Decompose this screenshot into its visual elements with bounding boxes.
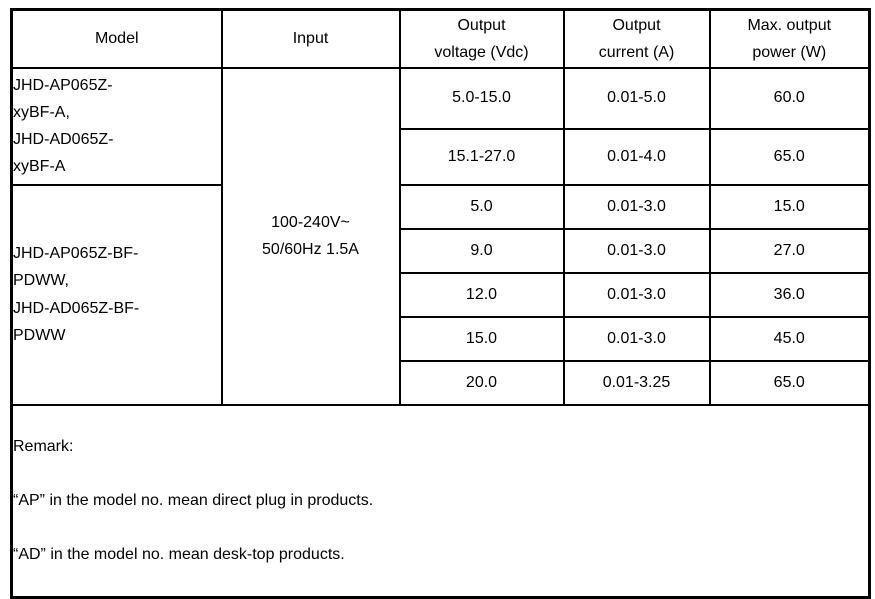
max-power-cell: 65.0	[708, 359, 871, 406]
output-voltage-cell: 15.0	[398, 315, 565, 362]
model-group-2-cell: JHD-AP065Z-BF- PDWW, JHD-AD065Z-BF- PDWW	[10, 183, 223, 406]
output-voltage-cell: 15.1-27.0	[398, 127, 565, 186]
output-current-cell: 0.01-5.0	[562, 66, 711, 130]
remark-section: Remark: “AP” in the model no. mean direc…	[10, 403, 871, 599]
max-power-cell: 36.0	[708, 271, 871, 318]
col-header-input: Input	[220, 8, 401, 69]
max-power-cell: 60.0	[708, 66, 871, 130]
max-power-cell: 27.0	[708, 227, 871, 274]
output-voltage-cell: 5.0	[398, 183, 565, 230]
max-power-cell: 65.0	[708, 127, 871, 186]
output-current-cell: 0.01-3.0	[562, 183, 711, 230]
output-current-cell: 0.01-3.25	[562, 359, 711, 406]
output-current-cell: 0.01-3.0	[562, 315, 711, 362]
remark-row: Remark: “AP” in the model no. mean direc…	[10, 403, 871, 599]
max-power-cell: 45.0	[708, 315, 871, 362]
col-header-output-voltage: Output voltage (Vdc)	[398, 8, 565, 69]
header-row: Model Input Output voltage (Vdc) Output …	[10, 8, 871, 69]
output-current-cell: 0.01-4.0	[562, 127, 711, 186]
output-voltage-cell: 20.0	[398, 359, 565, 406]
input-spec-cell: 100-240V~ 50/60Hz 1.5A	[220, 66, 401, 406]
output-voltage-cell: 5.0-15.0	[398, 66, 565, 130]
power-spec-table: Model Input Output voltage (Vdc) Output …	[10, 8, 871, 599]
output-voltage-cell: 9.0	[398, 227, 565, 274]
table-row: 12.0 0.01-3.0 36.0	[12, 271, 871, 318]
output-current-cell: 0.01-3.0	[562, 227, 711, 274]
table-row: JHD-AP065Z-BF- PDWW, JHD-AD065Z-BF- PDWW…	[10, 183, 871, 406]
max-power-cell: 15.0	[708, 183, 871, 230]
model-group-1-cell: JHD-AP065Z- xyBF-A, JHD-AD065Z- xyBF-A	[10, 66, 223, 186]
col-header-max-output-power: Max. output power (W)	[708, 8, 871, 69]
remark-line: “AD” in the model no. mean desk-top prod…	[13, 546, 345, 564]
table-row: 15.0 0.01-3.0 45.0	[12, 315, 871, 362]
remark-line: “AP” in the model no. mean direct plug i…	[13, 492, 374, 510]
table-row: JHD-AP065Z- xyBF-A, JHD-AD065Z- xyBF-A 1…	[10, 66, 871, 406]
output-voltage-cell: 12.0	[398, 271, 565, 318]
output-current-cell: 0.01-3.0	[562, 271, 711, 318]
table-row: 20.0 0.01-3.25 65.0	[12, 359, 871, 406]
table-row: 9.0 0.01-3.0 27.0	[12, 227, 871, 274]
remark-title: Remark:	[13, 437, 74, 455]
col-header-output-current: Output current (A)	[562, 8, 711, 69]
table-row: 15.1-27.0 0.01-4.0 65.0	[12, 127, 871, 186]
col-header-model: Model	[10, 8, 223, 69]
